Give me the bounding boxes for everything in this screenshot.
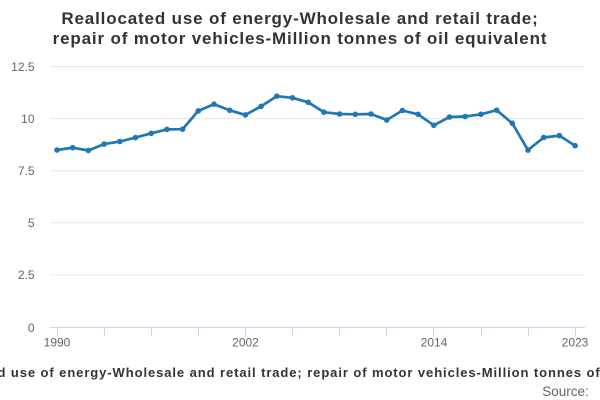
svg-text:2.5: 2.5 — [18, 268, 35, 282]
svg-text:12.5: 12.5 — [11, 60, 35, 74]
svg-text:10: 10 — [21, 112, 35, 126]
svg-text:2023: 2023 — [562, 336, 589, 350]
svg-text:2014: 2014 — [421, 336, 448, 350]
svg-text:1990: 1990 — [44, 336, 71, 350]
svg-text:7.5: 7.5 — [18, 164, 35, 178]
svg-text:5: 5 — [28, 216, 35, 230]
svg-text:0: 0 — [28, 321, 35, 335]
svg-text:2002: 2002 — [232, 336, 259, 350]
